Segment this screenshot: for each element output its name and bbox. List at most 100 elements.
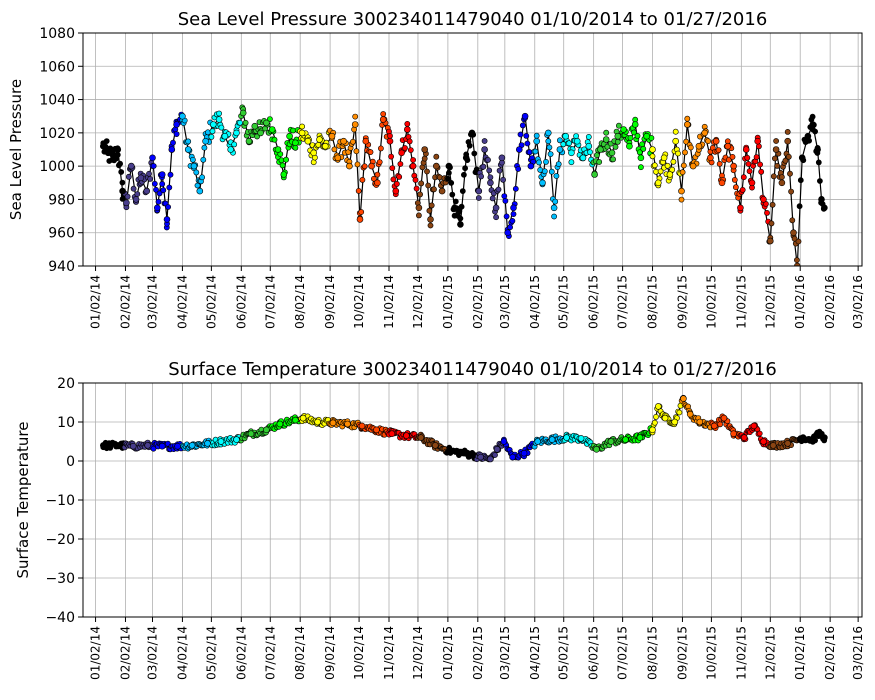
surface-temperature-data-point [144, 442, 151, 449]
sea-level-pressure-point [433, 153, 440, 160]
x-tick-label: 02/02/16 [823, 275, 837, 329]
sea-level-pressure-point [374, 171, 381, 178]
sea-level-pressure-data-point [573, 137, 581, 145]
sea-level-pressure-point [417, 191, 423, 198]
sea-level-pressure-point [548, 168, 555, 175]
sea-level-pressure-data-point [168, 146, 176, 153]
sea-level-pressure-data-point [445, 162, 453, 170]
surface-temperature-data-point [247, 430, 255, 438]
sea-level-pressure-data-point [173, 121, 180, 128]
x-tick-label: 03/02/16 [851, 626, 865, 680]
sea-level-pressure-point [509, 217, 516, 224]
sea-level-pressure-point [687, 144, 694, 151]
sea-level-pressure-point [406, 138, 413, 145]
sea-level-pressure-point [496, 167, 503, 174]
sea-level-pressure-point [431, 186, 437, 193]
sea-level-pressure-point [390, 176, 397, 183]
surface-temperature-title: Surface Temperature 300234011479040 01/1… [168, 359, 777, 380]
sea-level-pressure-data-point [533, 137, 541, 145]
sea-level-pressure-data-point [263, 119, 270, 127]
sea-level-pressure-data-point [614, 132, 622, 140]
sea-level-pressure-data-point [227, 146, 234, 153]
sea-level-pressure-data-point [304, 137, 312, 145]
x-tick-label: 01/02/16 [793, 275, 807, 329]
sea-level-pressure-point [427, 222, 434, 229]
sea-level-pressure-data-point [772, 146, 780, 153]
sea-level-pressure-point [380, 111, 387, 117]
surface-temperature-data-point [477, 453, 485, 461]
sea-level-pressure-point [376, 159, 383, 165]
sea-level-pressure-point [147, 175, 154, 182]
sea-level-pressure-point [731, 176, 738, 183]
x-tick-label: 08/02/15 [646, 275, 660, 329]
surface-temperature-point [651, 419, 658, 426]
sea-level-pressure-point [459, 188, 466, 194]
x-tick-label: 07/02/15 [616, 626, 630, 680]
sea-level-pressure-data-point [695, 142, 703, 150]
x-tick-label: 10/02/14 [352, 275, 366, 329]
x-tick-label: 09/02/14 [323, 275, 337, 329]
sea-level-pressure-point [475, 195, 482, 201]
sea-level-pressure-data-point [718, 179, 726, 187]
sea-level-pressure-point [784, 128, 791, 135]
sea-level-pressure-point [412, 177, 419, 183]
x-tick-label: 03/02/14 [146, 626, 160, 680]
sea-level-pressure-point [788, 188, 794, 195]
sea-level-pressure-point [657, 168, 664, 175]
sea-level-pressure-data-point [724, 142, 732, 150]
x-tick-label: 09/02/14 [323, 626, 337, 680]
sea-level-pressure-point [678, 196, 685, 203]
sea-level-pressure-point [487, 174, 494, 181]
sea-level-pressure-point [473, 166, 480, 173]
sea-level-pressure-point [634, 132, 641, 139]
x-tick-label: 07/02/14 [263, 275, 277, 329]
sea-level-pressure-point [672, 128, 679, 135]
sea-level-pressure-data-point [190, 162, 198, 170]
sea-level-pressure-data-point [398, 149, 405, 157]
sea-level-pressure-data-point [239, 109, 247, 117]
sea-level-pressure-point [449, 191, 456, 198]
sea-level-pressure-data-point [778, 179, 786, 187]
sea-level-pressure-data-point [475, 187, 483, 195]
y-tick-label: 1000 [39, 159, 75, 175]
x-tick-label: 12/02/15 [763, 626, 777, 680]
sea-level-pressure-data-point [666, 171, 674, 178]
sea-level-pressure-data-point [328, 132, 336, 140]
sea-level-pressure-point [640, 145, 647, 152]
sea-level-pressure-data-point [818, 196, 825, 203]
sea-level-pressure-point [445, 169, 452, 176]
sea-level-pressure-data-point [754, 137, 762, 145]
y-tick-label: 960 [48, 226, 75, 242]
sea-level-pressure-data-point [109, 156, 117, 163]
surface-temperature-data-point [314, 418, 321, 426]
surface-temperature-data-point [204, 440, 211, 447]
sea-level-pressure-panel: 940 960 980 1000 1020 1040 1060 1080 01/02/14 02/… [7, 9, 865, 329]
y-tick-label: 10 [57, 415, 75, 431]
surface-temperature-data-point [403, 432, 410, 439]
sea-level-pressure-point [612, 143, 619, 150]
sea-level-pressure-point [503, 213, 510, 220]
sea-level-pressure-data-point [316, 136, 323, 143]
sea-level-pressure-point [125, 173, 132, 180]
sea-level-pressure-point [426, 207, 433, 214]
sea-level-pressure-data-point [154, 204, 161, 212]
sea-level-pressure-data-point [521, 112, 529, 120]
sea-level-pressure-point [201, 144, 208, 151]
sea-level-pressure-data-point [707, 154, 714, 162]
sea-level-pressure-data-point [268, 126, 276, 133]
sea-level-pressure-point [817, 178, 823, 184]
surface-temperature-data-point [417, 434, 425, 441]
surface-temperature-data-point [520, 449, 528, 457]
sea-level-pressure-data-point [119, 187, 126, 195]
sea-level-pressure-point [789, 217, 796, 224]
sea-level-pressure-point [471, 150, 478, 157]
sea-level-pressure-point [733, 184, 739, 191]
sea-level-pressure-point [773, 138, 779, 144]
sea-level-pressure-data-point [310, 149, 318, 157]
sea-level-pressure-point [377, 145, 384, 152]
surface-temperature-data-point [174, 442, 181, 450]
x-tick-label: 04/02/14 [175, 275, 189, 329]
sea-level-pressure-data-point [689, 162, 697, 170]
x-tick-label: 08/02/14 [293, 626, 307, 680]
sea-level-pressure-point [500, 176, 506, 183]
